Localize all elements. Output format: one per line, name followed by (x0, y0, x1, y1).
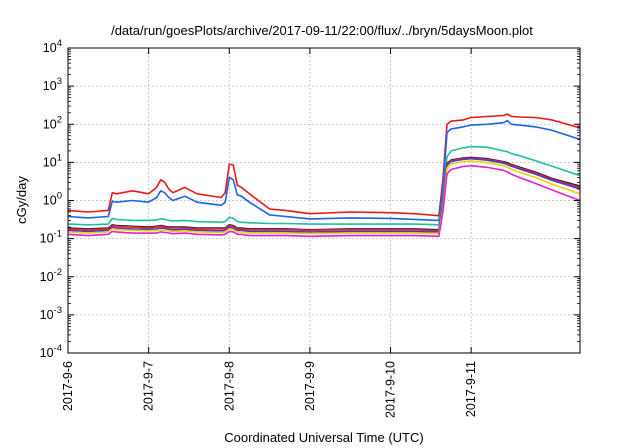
series-line-7 (67, 160, 581, 235)
x-tick-label: 2017-9-8 (222, 361, 236, 411)
y-tick-label: 104 (43, 38, 62, 55)
y-tick-label: 102 (43, 114, 62, 131)
series-line-3 (67, 145, 581, 226)
y-axis-label: cGy/day (14, 176, 29, 224)
series-line-1 (67, 113, 581, 217)
y-tick-label: 10-4 (40, 343, 62, 360)
x-axis-label: Coordinated Universal Time (UTC) (224, 430, 423, 445)
series-line-2 (67, 119, 581, 222)
x-tick-label: 2017-9-9 (303, 361, 317, 411)
y-tick-label: 10-2 (40, 267, 62, 284)
x-tick-label: 2017-9-11 (464, 361, 478, 417)
grid (68, 48, 580, 353)
x-tick-label: 2017-9-10 (384, 361, 398, 418)
y-tick-label: 10-3 (40, 305, 62, 322)
series-line-8 (67, 164, 581, 238)
series-group (67, 113, 581, 238)
series-line-6 (67, 157, 581, 233)
y-tick-label: 100 (43, 191, 62, 208)
y-tick-label: 10-1 (40, 229, 62, 246)
y-tick-label: 103 (43, 76, 62, 93)
x-tick-label: 2017-9-6 (61, 361, 75, 411)
chart-title: /data/run/goesPlots/archive/2017-09-11/2… (111, 23, 533, 38)
y-tick-label: 101 (43, 152, 62, 169)
x-tick-label: 2017-9-7 (142, 361, 156, 411)
axis-ticks: 10-4 10-3 10-2 10-1 100 101 102 103 104 2017-9-6 2… (40, 38, 580, 418)
